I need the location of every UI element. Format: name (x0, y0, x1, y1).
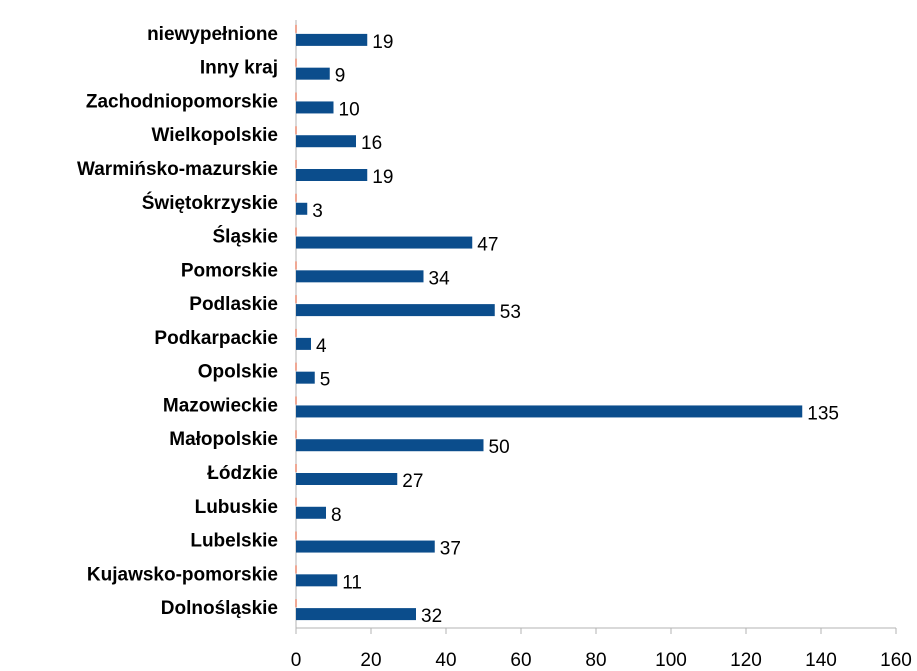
y-tick-label: Inny kraj (200, 58, 278, 79)
bar (296, 574, 338, 587)
bar (296, 304, 495, 317)
y-tick-label: Dolnośląskie (161, 598, 278, 619)
bar (296, 202, 308, 215)
value-label: 37 (440, 539, 461, 560)
y-tick-label: Świętokrzyskie (142, 192, 278, 214)
x-tick-label: 80 (585, 650, 606, 671)
y-tick-label: Śląskie (213, 226, 279, 248)
y-tick-label: Wielkopolskie (151, 125, 278, 146)
bar (296, 540, 435, 553)
value-label: 47 (477, 235, 498, 256)
value-label: 32 (421, 606, 442, 627)
bar (296, 236, 473, 249)
value-label: 10 (339, 99, 360, 120)
bar (296, 506, 326, 519)
value-label: 16 (361, 133, 382, 154)
value-label: 27 (402, 471, 423, 492)
y-tick-label: Kujawsko-pomorskie (87, 564, 278, 585)
y-tick-label: Podlaskie (189, 294, 278, 315)
bar (296, 337, 311, 350)
bar (296, 473, 398, 485)
x-tick-label: 0 (291, 650, 302, 671)
x-tick-label: 160 (880, 650, 912, 671)
value-label: 4 (316, 336, 327, 357)
y-tick-label: Warmińsko-mazurskie (77, 159, 278, 180)
bar (296, 270, 424, 283)
value-label: 8 (331, 505, 342, 526)
value-label: 19 (372, 167, 393, 188)
y-tick-label: Małopolskie (169, 429, 278, 450)
y-tick-label: Zachodniopomorskie (86, 91, 278, 112)
value-label: 135 (807, 403, 839, 424)
bar (296, 405, 803, 418)
bar (296, 67, 330, 80)
x-tick-label: 100 (655, 650, 687, 671)
x-tick-label: 40 (435, 650, 456, 671)
y-tick-label: Łódzkie (207, 463, 278, 484)
bar (296, 439, 484, 452)
y-tick-label: Pomorskie (181, 260, 278, 281)
x-tick-label: 60 (510, 650, 531, 671)
value-label: 34 (429, 268, 451, 289)
bar (296, 33, 368, 46)
y-tick-label: Lubelskie (190, 531, 278, 552)
bar (296, 135, 356, 148)
y-tick-label: niewypełnione (147, 24, 278, 45)
value-label: 9 (335, 66, 346, 87)
bar (296, 608, 416, 621)
y-tick-label: Mazowieckie (163, 395, 278, 416)
y-tick-label: Opolskie (198, 362, 278, 383)
y-tick-label: Podkarpackie (154, 328, 278, 349)
value-label: 3 (312, 201, 323, 222)
x-tick-label: 20 (360, 650, 381, 671)
value-label: 53 (500, 302, 521, 323)
bar (296, 371, 315, 384)
value-label: 11 (342, 572, 362, 593)
bar (296, 101, 334, 114)
x-tick-label: 120 (730, 650, 762, 671)
x-tick-label: 140 (805, 650, 837, 671)
bar (296, 169, 368, 181)
value-label: 50 (489, 437, 510, 458)
y-tick-label: Lubuskie (195, 497, 278, 518)
value-label: 5 (320, 370, 331, 391)
value-label: 19 (372, 32, 393, 53)
